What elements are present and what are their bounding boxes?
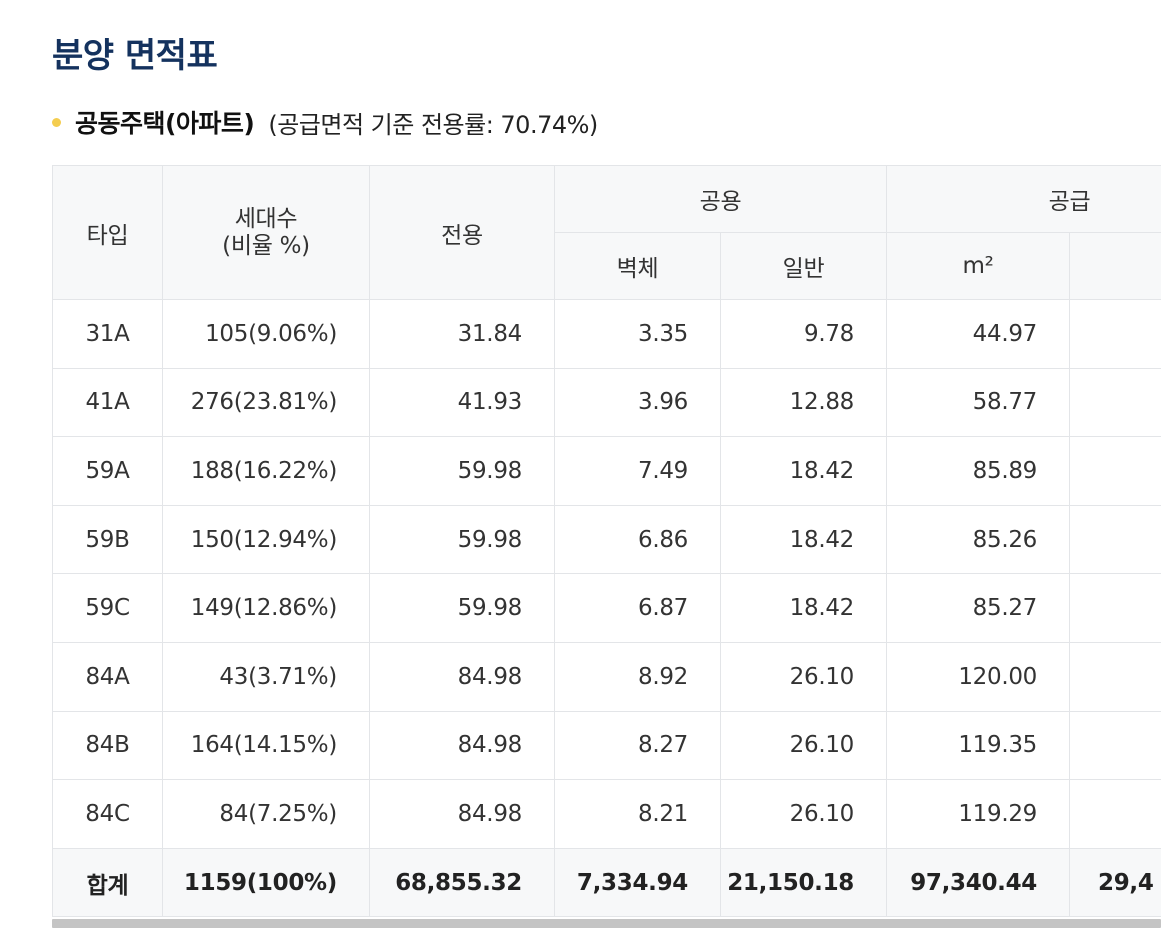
cell-total-households: 1159(100%) [162,847,370,918]
cell-general: 26.10 [719,641,888,712]
section-heading: 공동주택(아파트) (공급면적 기준 전용률: 70.74%) [52,104,598,140]
cell-type: 41A [52,367,163,438]
cell-wall: 7.49 [554,436,721,506]
cell-total-exclusive: 68,855.32 [369,847,555,918]
cell-households: 164(14.15%) [162,710,370,781]
table-row: 59C 149(12.86%) 59.98 6.87 18.42 85.27 [52,573,1161,643]
header-households-line2: (비율 %) [222,232,310,259]
cell-general: 26.10 [719,779,888,849]
cell-type: 31A [52,299,163,369]
cell-supply-pyeong [1069,779,1161,849]
section-title: 공동주택(아파트) [75,109,255,138]
cell-total-supply-m2: 97,340.44 [886,847,1071,918]
header-common-wall: 벽체 [554,232,721,300]
cell-exclusive: 59.98 [369,573,555,643]
cell-households: 43(3.71%) [162,641,370,712]
cell-supply-pyeong [1069,504,1161,575]
cell-type: 59B [52,504,163,575]
cell-supply-m2: 119.29 [886,779,1071,849]
bullet-dot-icon [52,117,61,127]
header-households: 세대수 (비율 %) [162,165,370,300]
header-common-general: 일반 [719,232,888,300]
cell-wall: 8.21 [554,779,721,849]
table-row: 59B 150(12.94%) 59.98 6.86 18.42 85.26 [52,504,1161,575]
cell-general: 26.10 [719,710,888,781]
cell-supply-m2: 120.00 [886,641,1071,712]
cell-exclusive: 84.98 [369,779,555,849]
header-supply-m2: m² [886,232,1071,300]
table-row: 84B 164(14.15%) 84.98 8.27 26.10 119.35 [52,710,1161,781]
cell-exclusive: 59.98 [369,436,555,506]
header-supply-pyeong: 평 [1069,232,1161,300]
cell-supply-m2: 85.27 [886,573,1071,643]
cell-wall: 6.86 [554,504,721,575]
table-row: 84A 43(3.71%) 84.98 8.92 26.10 120.00 [52,641,1161,712]
cell-general: 18.42 [719,573,888,643]
cell-total-wall: 7,334.94 [554,847,721,918]
cell-type: 59C [52,573,163,643]
cell-total-general: 21,150.18 [719,847,888,918]
header-households-line1: 세대수 [234,206,298,233]
cell-households: 105(9.06%) [162,299,370,369]
cell-supply-pyeong [1069,299,1161,369]
cell-wall: 8.92 [554,641,721,712]
header-common: 공용 [553,165,888,233]
cell-type: 59A [52,436,163,506]
total-row: 합계 1159(100%) 68,855.32 7,334.94 21,150.… [52,847,1161,918]
cell-supply-m2: 85.89 [886,436,1071,506]
header-exclusive: 전용 [369,165,555,300]
area-table: 타입 세대수 (비율 %) 전용 공용 공급 벽체 일반 m² 평 [52,165,1161,918]
table-row: 41A 276(23.81%) 41.93 3.96 12.88 58.77 [52,367,1161,438]
table-row: 31A 105(9.06%) 31.84 3.35 9.78 44.97 [52,299,1161,369]
cell-exclusive: 41.93 [369,367,555,438]
cell-exclusive: 84.98 [369,710,555,781]
cell-households: 276(23.81%) [162,367,370,438]
cell-supply-pyeong [1069,367,1161,438]
cell-general: 18.42 [719,504,888,575]
header-type: 타입 [52,165,163,300]
cell-supply-pyeong [1069,710,1161,781]
cell-wall: 3.96 [554,367,721,438]
cell-supply-pyeong [1069,573,1161,643]
header-supply: 공급 [886,165,1161,233]
cell-exclusive: 59.98 [369,504,555,575]
cell-type: 84C [52,779,163,849]
cell-wall: 6.87 [554,573,721,643]
cell-general: 9.78 [719,299,888,369]
horizontal-scrollbar[interactable] [52,919,1161,928]
table-row: 84C 84(7.25%) 84.98 8.21 26.10 119.29 [52,779,1161,849]
cell-total-supply-pyeong: 29,4 [1069,847,1161,918]
cell-households: 188(16.22%) [162,436,370,506]
cell-wall: 3.35 [554,299,721,369]
cell-supply-m2: 58.77 [886,367,1071,438]
section-note: (공급면적 기준 전용률: 70.74%) [268,110,598,139]
cell-supply-m2: 44.97 [886,299,1071,369]
cell-type: 84A [52,641,163,712]
cell-general: 18.42 [719,436,888,506]
cell-exclusive: 31.84 [369,299,555,369]
cell-wall: 8.27 [554,710,721,781]
cell-supply-pyeong [1069,641,1161,712]
cell-exclusive: 84.98 [369,641,555,712]
page-title: 분양 면적표 [52,36,218,76]
cell-supply-m2: 119.35 [886,710,1071,781]
cell-households: 84(7.25%) [162,779,370,849]
cell-supply-m2: 85.26 [886,504,1071,575]
cell-total-label: 합계 [52,847,163,918]
cell-general: 12.88 [719,367,888,438]
cell-households: 149(12.86%) [162,573,370,643]
cell-type: 84B [52,710,163,781]
cell-supply-pyeong [1069,436,1161,506]
cell-households: 150(12.94%) [162,504,370,575]
table-row: 59A 188(16.22%) 59.98 7.49 18.42 85.89 [52,436,1161,506]
area-table-container[interactable]: 타입 세대수 (비율 %) 전용 공용 공급 벽체 일반 m² 평 [52,165,1161,930]
